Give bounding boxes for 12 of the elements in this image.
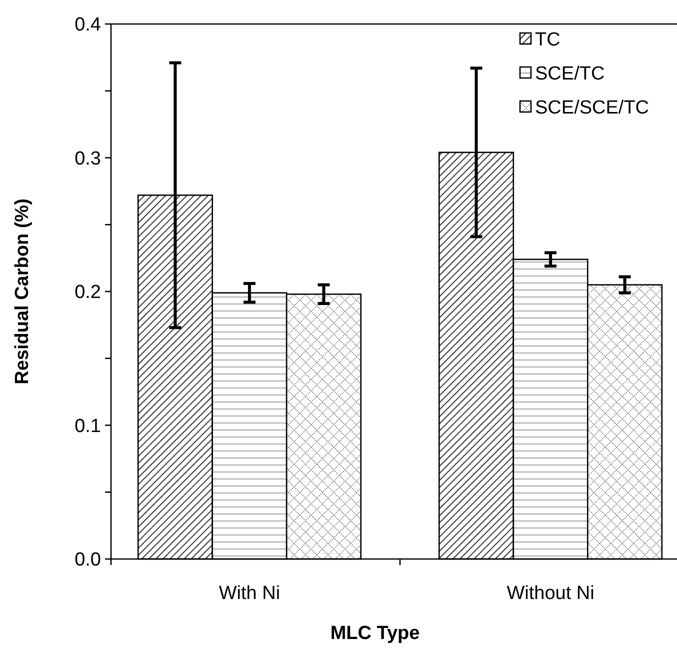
y-tick-label: 0.2: [74, 282, 101, 304]
x-tick-label: With Ni: [218, 583, 280, 604]
y-tick-label: 0.3: [74, 148, 101, 170]
x-axis-title: MLC Type: [330, 623, 420, 644]
x-tick-label: Without Ni: [506, 583, 594, 604]
legend-label: SCE/SCE/TC: [535, 98, 650, 119]
y-tick-label: 0.4: [74, 14, 102, 36]
y-tick-label: 0.1: [74, 416, 101, 437]
y-axis-title: Residual Carbon (%): [12, 198, 33, 384]
legend-label: SCE/TC: [535, 64, 605, 85]
y-tick-label: 0.0: [74, 550, 101, 571]
legend-label: TC: [535, 30, 560, 51]
